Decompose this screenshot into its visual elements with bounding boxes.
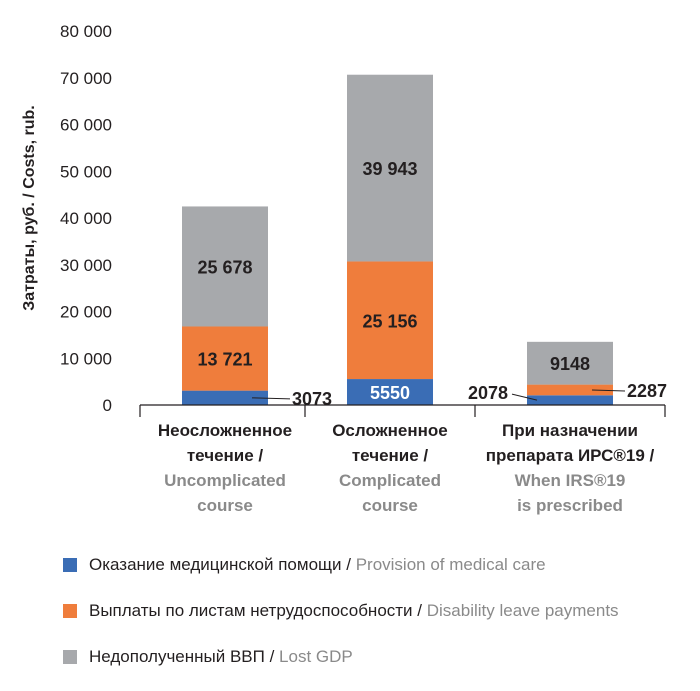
- bar-segment: [347, 261, 433, 380]
- x-category-label-en: Uncomplicated: [164, 471, 286, 490]
- y-tick-label: 20 000: [60, 303, 112, 322]
- data-label-leader: [251, 397, 291, 400]
- legend-item-lost-gdp: Недополученный ВВП / Lost GDP: [63, 645, 619, 669]
- x-category-label-ru: течение /: [187, 446, 264, 465]
- bar-segment: [182, 326, 268, 391]
- data-label-leader: [591, 389, 626, 392]
- legend-label-en: Provision of medical care: [355, 555, 546, 574]
- legend-swatch-disability-payments: [63, 604, 77, 618]
- x-category-label-ru: препарата ИРС®19 /: [486, 446, 655, 465]
- legend-label-ru: Оказание медицинской помощи: [89, 555, 342, 574]
- data-label: 39 943: [362, 159, 417, 179]
- y-tick-label: 70 000: [60, 69, 112, 88]
- legend-item-medical-care: Оказание медицинской помощи / Provision …: [63, 553, 619, 577]
- y-tick-label: 10 000: [60, 349, 112, 368]
- legend-item-disability-payments: Выплаты по листам нетрудоспособности / D…: [63, 599, 619, 623]
- data-label: 2287: [627, 381, 667, 401]
- data-label: 3073: [292, 389, 332, 409]
- data-label: 25 156: [362, 311, 417, 331]
- bar-segment: [527, 395, 613, 405]
- x-category-label-en: Complicated: [339, 471, 441, 490]
- bar-segment: [527, 341, 613, 385]
- y-axis-title: Затраты, руб. / Costs, rub.: [21, 105, 38, 311]
- x-category-label-ru: Осложненное: [332, 421, 448, 440]
- x-category-label-ru: При назначении: [502, 421, 638, 440]
- y-tick-label: 30 000: [60, 256, 112, 275]
- bar-segment: [347, 74, 433, 262]
- bar-segment: [527, 384, 613, 396]
- stacked-bar-chart: Затраты, руб. / Costs, rub. 0 10 000 20 000…: [21, 22, 667, 515]
- data-label-leader: [511, 393, 538, 401]
- x-category-label-en: course: [362, 496, 418, 515]
- y-tick-label: 60 000: [60, 116, 112, 135]
- y-tick-label: 50 000: [60, 162, 112, 181]
- legend-swatch-lost-gdp: [63, 650, 77, 664]
- x-category-label-ru: Неосложненное: [158, 421, 292, 440]
- y-tick-label: 40 000: [60, 209, 112, 228]
- x-category-label-ru: течение /: [352, 446, 429, 465]
- data-label: 13 721: [197, 350, 252, 370]
- legend-label-en: Lost GDP: [279, 647, 353, 666]
- y-tick-label: 80 000: [60, 22, 112, 41]
- data-label: 5550: [370, 383, 410, 403]
- x-category-label-en: is prescribed: [517, 496, 623, 515]
- data-label: 2078: [468, 383, 508, 403]
- bar-segment: [182, 390, 268, 405]
- data-label: 9148: [550, 354, 590, 374]
- legend: Оказание медицинской помощи / Provision …: [63, 553, 619, 691]
- x-category-label-en: When IRS®19: [515, 471, 626, 490]
- y-tick-label: 0: [103, 396, 112, 415]
- x-category-label-en: course: [197, 496, 253, 515]
- bar-segment: [347, 379, 433, 405]
- legend-label-en: Disability leave payments: [426, 601, 619, 620]
- legend-label-ru: Недополученный ВВП: [89, 647, 265, 666]
- bar-segment: [182, 206, 268, 327]
- legend-label-ru: Выплаты по листам нетрудоспособности: [89, 601, 413, 620]
- legend-swatch-medical-care: [63, 558, 77, 572]
- data-label: 25 678: [197, 257, 252, 277]
